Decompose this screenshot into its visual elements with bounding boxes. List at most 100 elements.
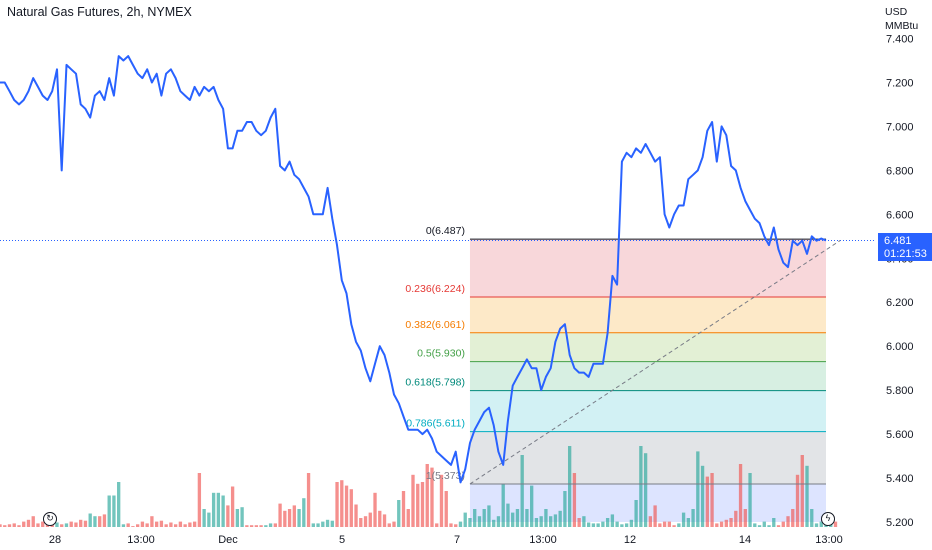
volume-bar bbox=[468, 518, 472, 527]
volume-bar bbox=[197, 473, 202, 527]
volume-bar bbox=[221, 495, 225, 527]
volume-bar bbox=[283, 510, 287, 527]
volume-bar bbox=[273, 523, 277, 527]
volume-bar bbox=[681, 512, 686, 527]
volume-bar bbox=[26, 519, 31, 527]
volume-bar bbox=[762, 521, 766, 527]
volume-bar bbox=[444, 491, 448, 527]
bar-countdown: 01:21:53 bbox=[884, 248, 927, 260]
volume-bar bbox=[753, 523, 757, 527]
x-tick-label: 7 bbox=[454, 534, 460, 546]
y-tick-label: 5.800 bbox=[886, 385, 914, 397]
volume-bar bbox=[83, 520, 88, 527]
volume-bar bbox=[150, 516, 154, 527]
volume-bar bbox=[230, 486, 235, 527]
volume-bar bbox=[145, 523, 149, 527]
y-tick-label: 5.200 bbox=[886, 517, 914, 529]
volume-bar bbox=[131, 526, 135, 527]
volume-bar bbox=[757, 525, 762, 527]
fibonacci-levels: 0(6.487) 0.236(6.224) 0.382(6.061) 0.5(5.93… bbox=[405, 225, 826, 485]
last-price-value: 6.481 bbox=[884, 235, 912, 247]
volume-bar bbox=[216, 492, 221, 527]
volume-bar bbox=[249, 525, 254, 527]
volume-bar bbox=[287, 509, 292, 527]
volume-bar bbox=[653, 505, 657, 527]
refresh-icon[interactable]: ↻ bbox=[43, 512, 57, 526]
last-price-badge: 6.481 01:21:53 bbox=[878, 233, 932, 261]
volume-bar bbox=[22, 521, 26, 527]
volume-bar bbox=[686, 518, 690, 527]
volume-bar bbox=[454, 524, 458, 527]
volume-bar bbox=[140, 521, 145, 527]
volume-bar bbox=[525, 509, 529, 527]
volume-bar bbox=[634, 500, 638, 527]
volume-bar bbox=[235, 509, 240, 527]
x-tick-label: 28 bbox=[49, 534, 61, 546]
volume-bar bbox=[591, 523, 596, 527]
volume-bar bbox=[268, 523, 273, 527]
volume-bar bbox=[582, 516, 586, 527]
volume-bar bbox=[563, 491, 567, 527]
volume-bar bbox=[344, 485, 349, 527]
volume-bar bbox=[254, 525, 259, 527]
volume-bar bbox=[226, 505, 230, 527]
fib-level-label: 0(6.487) bbox=[426, 225, 465, 237]
volume-bar bbox=[700, 465, 705, 527]
volume-bar bbox=[520, 455, 524, 527]
volume-bar bbox=[810, 509, 814, 527]
volume-bar bbox=[748, 473, 752, 527]
volume-bar bbox=[596, 523, 600, 527]
y-tick-label: 5.400 bbox=[886, 473, 914, 485]
trend-line bbox=[469, 240, 841, 485]
volume-bar bbox=[3, 525, 7, 527]
x-tick-label: 14 bbox=[739, 534, 751, 546]
volume-bar bbox=[202, 509, 206, 527]
volume-bar bbox=[629, 519, 634, 527]
volume-bar bbox=[411, 474, 415, 527]
fib-zone bbox=[469, 296, 826, 333]
y-tick-label: 6.200 bbox=[886, 297, 914, 309]
volume-bar bbox=[572, 473, 577, 527]
volume-bar bbox=[117, 482, 121, 527]
x-tick-label: 13:00 bbox=[529, 534, 557, 546]
volume-bar bbox=[368, 512, 372, 527]
volume-bar bbox=[439, 474, 444, 527]
volume-bar bbox=[79, 519, 83, 527]
volume-bar bbox=[64, 523, 69, 527]
y-tick-label: 7.400 bbox=[886, 34, 914, 46]
volume-bar bbox=[340, 480, 344, 527]
volume-bar bbox=[425, 464, 429, 527]
volume-bar bbox=[69, 521, 73, 527]
volume-bar bbox=[672, 525, 676, 527]
volume-bar bbox=[278, 503, 282, 527]
volume-bar bbox=[378, 510, 382, 527]
volume-bar bbox=[292, 505, 296, 527]
volume-bar bbox=[586, 522, 591, 527]
volume-bar bbox=[192, 521, 197, 527]
volume-bar bbox=[41, 521, 45, 527]
volume-bar bbox=[492, 519, 496, 527]
volume-bar bbox=[477, 516, 482, 527]
volume-bar bbox=[373, 492, 377, 527]
volume-bar bbox=[363, 516, 368, 527]
volume-bar bbox=[677, 523, 681, 527]
lightning-icon[interactable]: ϟ bbox=[821, 512, 835, 526]
volume-bar bbox=[805, 465, 809, 527]
volume-bar bbox=[12, 523, 16, 527]
volume-bar bbox=[705, 476, 709, 527]
volume-bar bbox=[112, 495, 116, 527]
volume-bar bbox=[349, 489, 353, 527]
volume-bar bbox=[544, 509, 548, 527]
volume-bar bbox=[164, 524, 168, 527]
y-tick-label: 7.000 bbox=[886, 121, 914, 133]
volume-bar bbox=[173, 524, 178, 527]
volume-bar bbox=[791, 509, 795, 527]
volume-bar bbox=[169, 522, 173, 527]
volume-bar bbox=[335, 482, 339, 527]
volume-bar bbox=[435, 523, 439, 527]
volume-bar bbox=[401, 491, 406, 527]
volume-bar bbox=[667, 521, 672, 527]
fib-zone bbox=[469, 332, 826, 362]
fib-zone bbox=[469, 390, 826, 432]
